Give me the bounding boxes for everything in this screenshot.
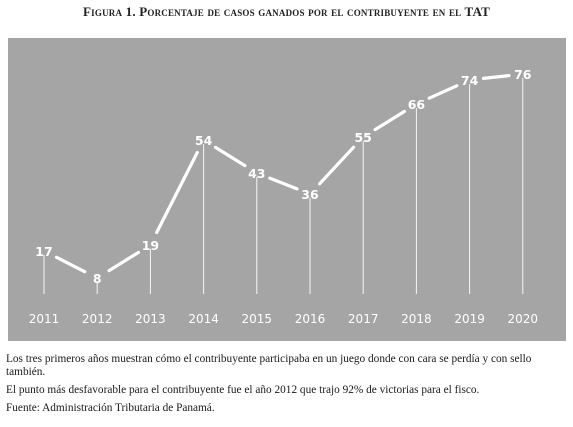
data-label-2017: 55 xyxy=(354,130,371,145)
series-segment-2016-2017 xyxy=(318,145,356,186)
data-label-2016: 36 xyxy=(301,187,319,202)
series-segment-2019-2020 xyxy=(481,73,511,81)
x-tick-label-2015: 2015 xyxy=(242,312,273,326)
x-tick-label-2013: 2013 xyxy=(135,312,166,326)
x-tick-label-2018: 2018 xyxy=(401,312,432,326)
x-tick-label-2014: 2014 xyxy=(188,312,219,326)
x-tick-label-2017: 2017 xyxy=(348,312,379,326)
x-tick-label-2019: 2019 xyxy=(454,312,485,326)
series-segment-2012-2013 xyxy=(107,250,141,273)
note-first-years: Los tres primeros años muestran cómo el … xyxy=(6,353,532,378)
x-tick-label-2011: 2011 xyxy=(29,312,60,326)
chart-area: 17 8 19 54 43 36 55 66 74 76 2011 2012 2013 2014 2015 2… xyxy=(8,38,566,341)
data-label-2012: 8 xyxy=(93,271,102,286)
data-label-2013: 19 xyxy=(142,238,159,253)
series-segment-2014-2015 xyxy=(213,145,247,168)
figure-notes: Los tres primeros años muestran cómo el … xyxy=(6,353,568,420)
series-segment-2018-2019 xyxy=(427,84,459,100)
source-note: Fuente: Administración Tributaria de Pan… xyxy=(6,402,215,414)
x-tick-label-2020: 2020 xyxy=(508,312,539,326)
series-segment-2011-2012 xyxy=(54,255,87,274)
x-tick-label-2012: 2012 xyxy=(82,312,113,326)
line-chart: 17 8 19 54 43 36 55 66 74 76 2011 2012 2013 2014 2015 2… xyxy=(29,67,539,326)
data-label-2015: 43 xyxy=(248,166,265,181)
data-label-2011: 17 xyxy=(35,244,52,259)
data-label-2020: 76 xyxy=(514,67,532,82)
data-label-2019: 74 xyxy=(461,73,479,88)
figure-title: Figura 1. Porcentaje de casos ganados po… xyxy=(83,4,490,19)
series-segment-2015-2016 xyxy=(268,176,299,191)
series-segment-2013-2014 xyxy=(155,150,199,235)
data-label-2018: 66 xyxy=(408,97,426,112)
x-tick-label-2016: 2016 xyxy=(295,312,326,326)
note-worst-year: El punto más desfavorable para el contri… xyxy=(6,384,480,396)
series-segment-2017-2018 xyxy=(373,109,407,132)
data-label-2014: 54 xyxy=(195,133,213,148)
